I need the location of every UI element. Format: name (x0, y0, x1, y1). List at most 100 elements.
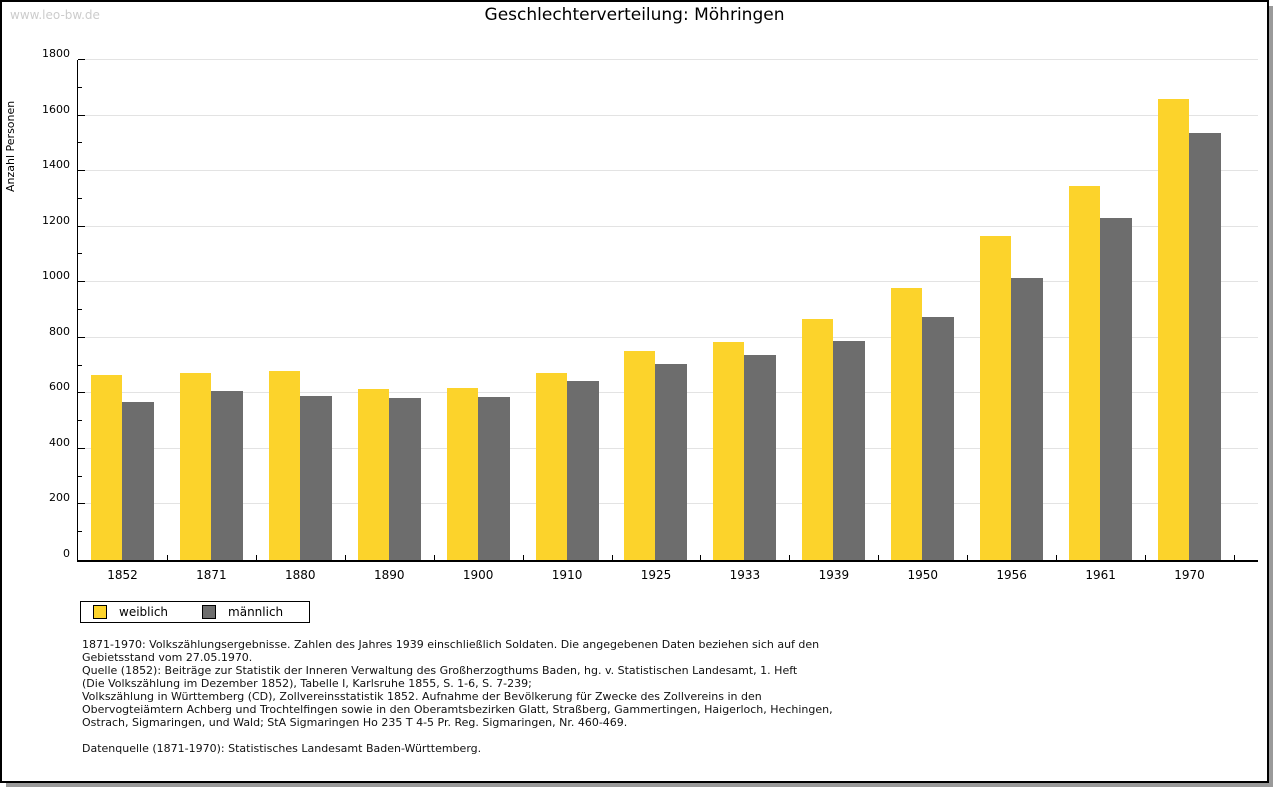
x-tick-9 (878, 555, 880, 560)
watermark-url: www.leo-bw.de (10, 8, 100, 22)
legend-item-maennlich: männlich (202, 605, 283, 619)
y-tick-700 (78, 364, 82, 366)
bar-männlich-1880 (299, 396, 332, 560)
legend-label-weiblich: weiblich (119, 605, 169, 619)
bar-weiblich-1880 (268, 371, 300, 560)
legend-label-maennlich: männlich (228, 605, 284, 619)
bar-weiblich-1925 (624, 351, 656, 560)
footnote-line-8 (82, 729, 1182, 742)
x-label-1939: 1939 (818, 568, 850, 582)
bar-group-1880 (256, 60, 345, 560)
footnote-line-9: Datenquelle (1871-1970): Statistisches L… (82, 742, 482, 755)
x-tick-11 (1056, 555, 1058, 560)
x-tick-2 (255, 555, 257, 560)
y-axis-title: Anzahl Personen (4, 100, 17, 192)
footnotes: 1871-1970: Volkszählungsergebnisse. Zahl… (82, 638, 1182, 755)
footnote-line-1: 1871-1970: Volkszählungsergebnisse. Zahl… (82, 638, 820, 651)
x-label-1880: 1880 (285, 568, 316, 582)
plot-area: 0 200 400 600 800 1000 1200 1400 1600 1800 1852 187… (42, 47, 1258, 582)
y-tick-1200 (78, 225, 85, 227)
bar-group-1956 (967, 60, 1056, 560)
y-label-1400: 1400 (42, 158, 70, 172)
bar-weiblich-1950 (891, 288, 923, 560)
bar-group-1950 (878, 60, 967, 560)
y-label-1200: 1200 (42, 213, 70, 227)
bar-männlich-1900 (477, 397, 510, 560)
y-label-1800: 1800 (42, 47, 70, 60)
gridline-1200 (78, 225, 1258, 227)
x-tick-10 (967, 555, 969, 560)
y-label-1000: 1000 (42, 269, 70, 283)
legend-item-weiblich: weiblich (93, 605, 168, 619)
y-tick-1300 (78, 197, 82, 199)
y-tick-1100 (78, 253, 82, 255)
legend: weiblich männlich (80, 601, 311, 623)
x-label-1950: 1950 (907, 568, 939, 582)
y-tick-1600 (78, 114, 85, 116)
y-tick-1800 (78, 59, 85, 60)
bar-weiblich-1939 (802, 319, 834, 560)
gridline-1000 (78, 281, 1258, 283)
bar-group-1961 (1056, 60, 1145, 560)
x-label-1961: 1961 (1085, 568, 1116, 582)
y-tick-400 (78, 447, 85, 449)
y-tick-1500 (78, 142, 82, 144)
bar-männlich-1970 (1189, 133, 1222, 560)
chart-title: Geschlechterverteilung: Möhringen (484, 5, 785, 25)
y-label-600: 600 (49, 380, 70, 394)
bar-weiblich-1933 (713, 342, 745, 560)
bar-groups: 1852 1871 1880 1890 1900 1910 1925 1933 1939 1950… (78, 60, 1235, 582)
x-tick-12 (1145, 555, 1147, 560)
y-label-400: 400 (49, 435, 70, 449)
x-tick-6 (611, 555, 613, 560)
x-label-1910: 1910 (551, 568, 583, 582)
footnote-line-7: Ostrach, Sigmaringen, und Wald; StA Sigm… (82, 716, 628, 729)
maennlich-swatch-icon (202, 605, 217, 619)
bar-group-1852 (78, 60, 167, 560)
y-tick-300 (78, 475, 82, 477)
bar-weiblich-1900 (446, 388, 478, 560)
bar-group-1925 (612, 60, 701, 560)
y-tick-1400 (78, 170, 85, 172)
bar-group-1970 (1145, 60, 1234, 560)
x-label-1871: 1871 (196, 568, 227, 582)
y-tick-600 (78, 392, 85, 394)
x-label-1956: 1956 (996, 568, 1027, 582)
gridline-1400 (78, 170, 1258, 172)
y-tick-100 (78, 531, 82, 533)
bar-group-1900 (434, 60, 523, 560)
bar-männlich-1925 (655, 364, 688, 560)
bar-weiblich-1890 (357, 389, 389, 560)
gridline-800 (78, 336, 1258, 338)
x-tick-1 (166, 555, 168, 560)
x-label-1900: 1900 (462, 568, 494, 582)
bar-weiblich-1970 (1158, 99, 1190, 560)
bar-group-1871 (167, 60, 256, 560)
x-label-1933: 1933 (729, 568, 761, 582)
x-tick-5 (522, 555, 524, 560)
gridline-1800 (78, 59, 1258, 60)
bar-männlich-1910 (566, 381, 599, 560)
y-tick-900 (78, 309, 82, 310)
y-tick-200 (78, 503, 85, 505)
bar-group-1910 (523, 60, 612, 560)
footnote-line-2: Gebietsstand vom 27.05.1970. (82, 651, 253, 664)
y-tick-500 (78, 420, 82, 422)
bar-männlich-1933 (744, 355, 777, 560)
y-label-0: 0 (63, 547, 70, 560)
bar-weiblich-1871 (179, 373, 211, 560)
y-label-200: 200 (49, 491, 70, 505)
y-tick-800 (78, 336, 85, 338)
bar-männlich-1871 (210, 391, 243, 560)
bar-männlich-1939 (833, 341, 866, 560)
x-tick-8 (789, 555, 791, 560)
x-tick-13 (1234, 555, 1235, 560)
y-tick-1000 (78, 281, 85, 283)
bar-group-1890 (345, 60, 434, 560)
bar-männlich-1852 (121, 402, 154, 560)
x-label-1970: 1970 (1174, 568, 1205, 582)
footnote-line-3: Quelle (1852): Beiträge zur Statistik de… (82, 664, 798, 677)
footnote-line-4: (Die Volkszählung im Dezember 1852), Tab… (82, 677, 532, 690)
x-tick-3 (344, 555, 346, 560)
